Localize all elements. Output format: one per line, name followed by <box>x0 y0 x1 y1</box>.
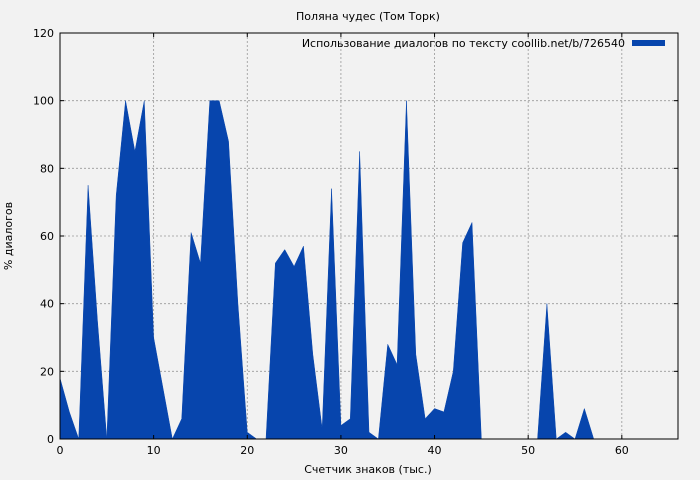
legend-label: Использование диалогов по тексту coollib… <box>302 37 625 50</box>
x-tick-label: 20 <box>240 444 254 457</box>
x-tick-label: 60 <box>615 444 629 457</box>
y-tick-label: 20 <box>40 365 54 378</box>
grid-lines <box>60 33 678 439</box>
x-tick-label: 30 <box>334 444 348 457</box>
x-axis-label: Счетчик знаков (тыс.) <box>304 463 432 476</box>
y-tick-label: 80 <box>40 162 54 175</box>
y-tick-label: 0 <box>47 433 54 446</box>
y-tick-label: 100 <box>33 95 54 108</box>
x-tick-label: 50 <box>521 444 535 457</box>
x-tick-label: 10 <box>147 444 161 457</box>
y-tick-label: 120 <box>33 27 54 40</box>
x-tick-label: 0 <box>57 444 64 457</box>
legend: Использование диалогов по тексту coollib… <box>302 37 665 50</box>
y-axis-label: % диалогов <box>2 202 15 270</box>
legend-swatch <box>632 40 665 46</box>
y-tick-label: 40 <box>40 298 54 311</box>
y-tick-label: 60 <box>40 230 54 243</box>
x-tick-label: 40 <box>428 444 442 457</box>
axis-ticks: 0 20 40 60 80 100 120 0 10 20 30 40 50 60 <box>33 27 678 457</box>
chart-title: Поляна чудес (Том Торк) <box>296 10 440 23</box>
